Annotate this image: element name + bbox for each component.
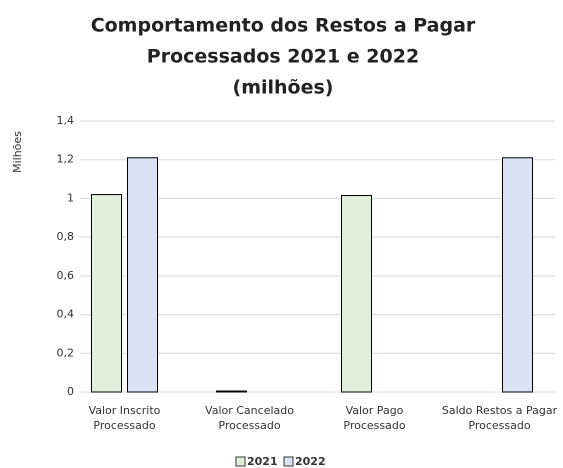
legend-label: 2022 [295,455,326,468]
x-tick-label: Valor Cancelado Processado [205,404,294,432]
y-tick-label: 1,4 [57,114,75,127]
y-tick-label: 1,2 [57,153,75,166]
legend-swatch [283,456,294,467]
chart-title: (milhões) [233,77,334,99]
bar [341,195,372,393]
x-tick-label: Saldo Restos a Pagar Processado [441,404,558,432]
legend-swatch [235,456,246,467]
legend-label: 2021 [247,455,278,468]
y-tick-label: 0,8 [57,230,75,243]
bar [91,194,122,393]
y-axis-label: Milhões [11,131,24,173]
y-tick-label: 0,2 [57,346,75,359]
y-tick-label: 0,6 [57,269,75,282]
y-tick-label: 0,4 [57,308,75,321]
x-tick-label: Valor Inscrito Processado [88,404,161,432]
x-tick-label: Valor Pago Processado [343,404,406,432]
chart-title: Processados 2021 e 2022 [147,46,419,68]
chart-title: Comportamento dos Restos a Pagar [91,15,476,37]
bar [216,390,247,393]
bar [502,157,533,393]
y-tick-label: 0 [67,385,74,398]
y-tick-label: 1 [67,191,74,204]
bar [127,157,158,393]
